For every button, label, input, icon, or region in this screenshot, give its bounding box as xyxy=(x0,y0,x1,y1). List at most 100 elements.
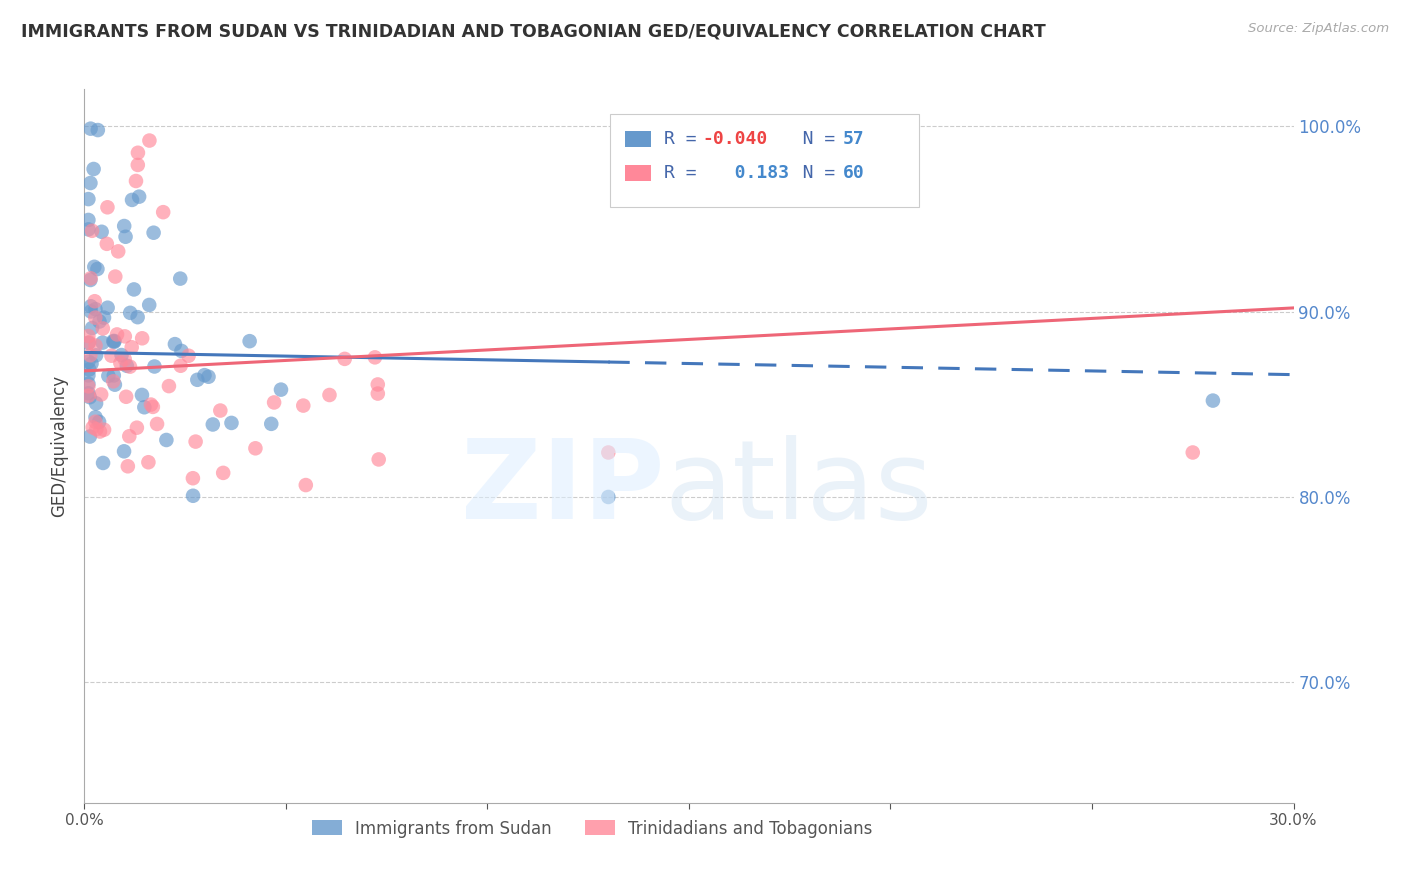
Point xyxy=(131,388,153,402)
Point xyxy=(118,359,141,374)
Point xyxy=(80,304,103,318)
Point xyxy=(97,301,120,315)
Point xyxy=(110,356,132,370)
Point xyxy=(82,420,104,434)
Text: 57: 57 xyxy=(842,130,865,148)
Point xyxy=(125,420,148,434)
Point xyxy=(84,302,107,317)
Point xyxy=(112,444,135,458)
Point xyxy=(120,306,142,320)
Point xyxy=(115,390,138,404)
Point xyxy=(77,192,100,206)
Text: -0.040: -0.040 xyxy=(702,130,768,148)
Point xyxy=(127,158,149,172)
Point xyxy=(197,369,219,384)
Point xyxy=(86,422,108,436)
Text: atlas: atlas xyxy=(665,435,934,542)
Point xyxy=(114,229,136,244)
Point xyxy=(77,379,100,393)
Point xyxy=(93,423,115,437)
Point xyxy=(97,368,120,383)
Point xyxy=(107,244,129,259)
Text: 60: 60 xyxy=(842,164,865,182)
Point xyxy=(131,331,153,345)
Point xyxy=(318,388,340,402)
Text: 0.183: 0.183 xyxy=(702,164,789,182)
Point xyxy=(292,399,315,413)
Text: IMMIGRANTS FROM SUDAN VS TRINIDADIAN AND TOBAGONIAN GED/EQUIVALENCY CORRELATION : IMMIGRANTS FROM SUDAN VS TRINIDADIAN AND… xyxy=(21,22,1046,40)
Point xyxy=(125,174,148,188)
Point xyxy=(79,273,101,287)
Point xyxy=(83,294,105,309)
Point xyxy=(245,442,267,456)
Point xyxy=(103,334,125,348)
Point xyxy=(138,455,160,469)
Point xyxy=(87,415,110,429)
Point xyxy=(103,334,125,349)
Point xyxy=(186,373,208,387)
Point xyxy=(121,340,143,354)
Point xyxy=(104,377,127,392)
Point xyxy=(77,368,100,383)
Point xyxy=(112,219,135,233)
Point xyxy=(212,466,235,480)
Point xyxy=(77,335,100,350)
Point xyxy=(90,387,112,401)
Point xyxy=(127,310,149,325)
Point xyxy=(333,351,356,366)
Point xyxy=(239,334,262,348)
Point xyxy=(83,161,105,176)
Point xyxy=(83,260,105,274)
Point xyxy=(260,417,283,431)
Point xyxy=(87,123,110,137)
Point xyxy=(93,310,115,325)
Point xyxy=(146,417,169,431)
Point xyxy=(77,362,100,376)
Text: Source: ZipAtlas.com: Source: ZipAtlas.com xyxy=(1249,22,1389,36)
Point xyxy=(84,415,107,429)
Point xyxy=(79,390,101,404)
Point xyxy=(157,379,180,393)
Point xyxy=(77,329,100,343)
Point xyxy=(84,338,107,352)
Point xyxy=(367,386,389,401)
Point xyxy=(134,401,156,415)
Point xyxy=(77,389,100,403)
FancyBboxPatch shape xyxy=(610,114,918,207)
Point xyxy=(79,271,101,285)
Point xyxy=(91,335,114,350)
Point xyxy=(201,417,224,432)
Point xyxy=(79,429,101,443)
Point xyxy=(115,359,138,373)
Point xyxy=(118,429,141,443)
Point xyxy=(367,452,389,467)
Point xyxy=(77,336,100,351)
Point xyxy=(79,348,101,362)
Point xyxy=(155,433,177,447)
Point xyxy=(117,459,139,474)
Point xyxy=(263,395,285,409)
Point xyxy=(598,490,620,504)
Point xyxy=(270,383,292,397)
Point xyxy=(114,329,136,343)
Point xyxy=(142,226,165,240)
Point xyxy=(90,225,112,239)
Point xyxy=(169,359,191,373)
Point xyxy=(143,359,166,374)
Point xyxy=(79,121,101,136)
Point xyxy=(138,134,160,148)
Point xyxy=(77,354,100,368)
Bar xyxy=(624,165,651,180)
Text: ZIP: ZIP xyxy=(461,435,665,542)
Point xyxy=(84,348,107,362)
Point xyxy=(80,321,103,335)
Point xyxy=(184,434,207,449)
Point xyxy=(84,310,107,325)
Point xyxy=(598,445,620,459)
Point xyxy=(77,222,100,236)
Point xyxy=(91,321,114,335)
Point xyxy=(103,334,125,348)
Point xyxy=(367,377,389,392)
Point xyxy=(1202,393,1225,408)
Point xyxy=(91,456,114,470)
